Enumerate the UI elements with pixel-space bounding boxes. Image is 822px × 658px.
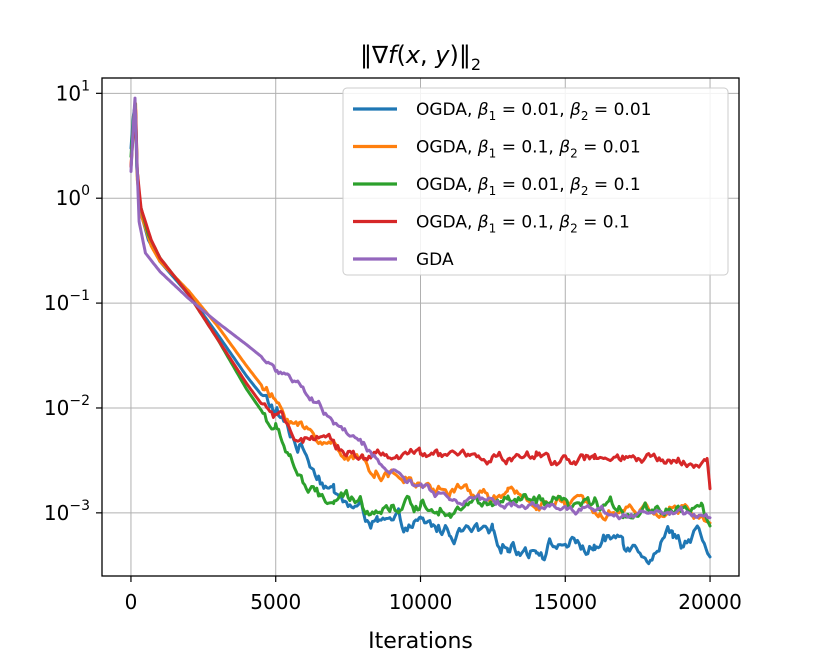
legend-text-part: 2 xyxy=(581,184,589,198)
legend-text-part: = xyxy=(589,175,614,195)
legend-text-part: = xyxy=(496,175,521,195)
legend-text-part: OGDA xyxy=(416,138,467,158)
title-part: ‖∇ xyxy=(360,41,389,69)
legend-text-part: 0.1 xyxy=(521,213,548,233)
legend-text-part: β xyxy=(569,100,581,120)
y-tick-exponent: −1 xyxy=(69,288,90,304)
legend-text-part: 1 xyxy=(489,147,497,161)
title-part: )‖ xyxy=(450,41,471,69)
legend-text-part: , xyxy=(467,138,478,158)
legend-text-part: , xyxy=(548,213,559,233)
legend-entry: GDA xyxy=(416,250,454,270)
title-part: ( xyxy=(396,41,405,69)
legend-text-part: = xyxy=(589,100,614,120)
legend-text-part: 2 xyxy=(570,222,578,236)
legend-text-part: 1 xyxy=(489,109,497,123)
y-tick-label: 10−1 xyxy=(44,288,90,315)
title-part: 2 xyxy=(471,55,481,74)
legend-text-part: 0.1 xyxy=(521,138,548,158)
legend-text-part: 1 xyxy=(489,184,497,198)
legend-text-part: β xyxy=(569,175,581,195)
legend-text-part: OGDA xyxy=(416,213,467,233)
y-tick-exponent: 0 xyxy=(81,183,90,199)
legend-text-part: β xyxy=(477,138,489,158)
x-tick-label: 20000 xyxy=(678,590,742,614)
y-tick-base: 10 xyxy=(56,186,81,210)
x-tick-label: 5000 xyxy=(250,590,301,614)
y-tick-label: 100 xyxy=(56,183,90,210)
y-tick-label: 10−3 xyxy=(44,498,90,525)
legend-entry: OGDA, β1 = 0.1, β2 = 0.1 xyxy=(416,213,630,236)
legend-text-part: 2 xyxy=(581,109,589,123)
y-tick-exponent: 1 xyxy=(81,78,90,94)
legend-text-part: = xyxy=(496,138,521,158)
legend-text-part: = xyxy=(496,100,521,120)
legend-text-part: , xyxy=(559,175,570,195)
legend-text-part: 0.01 xyxy=(521,100,559,120)
title-part: y xyxy=(434,41,450,69)
legend-text-part: 2 xyxy=(570,147,578,161)
legend-text-part: 0.01 xyxy=(614,100,652,120)
legend-entry: OGDA, β1 = 0.01, β2 = 0.1 xyxy=(416,175,641,198)
legend-text-part: = xyxy=(496,213,521,233)
legend-text-part: β xyxy=(477,213,489,233)
legend-text-part: β xyxy=(477,175,489,195)
legend-text-part: , xyxy=(467,213,478,233)
x-tick-label: 0 xyxy=(125,590,138,614)
legend-text-part: OGDA xyxy=(416,100,467,120)
y-tick-label: 101 xyxy=(56,78,90,105)
x-tick-label: 10000 xyxy=(389,590,453,614)
legend-text-part: , xyxy=(467,100,478,120)
legend-text-part: , xyxy=(548,138,559,158)
x-axis-label: Iterations xyxy=(368,629,473,654)
title-part: , xyxy=(420,41,435,69)
chart-title: ‖∇f(x, y)‖2 xyxy=(360,41,481,74)
y-tick-base: 10 xyxy=(44,501,69,525)
series-group xyxy=(129,96,712,566)
legend-text-part: 0.01 xyxy=(603,138,641,158)
legend-entry: OGDA, β1 = 0.01, β2 = 0.01 xyxy=(416,100,651,123)
legend-entry: OGDA, β1 = 0.1, β2 = 0.01 xyxy=(416,138,641,161)
legend-text-part: 1 xyxy=(489,222,497,236)
y-tick-label: 10−2 xyxy=(44,393,90,420)
legend-text-part: , xyxy=(467,175,478,195)
series-line xyxy=(129,102,712,566)
y-tick-exponent: −2 xyxy=(69,393,90,409)
legend-box xyxy=(342,87,729,276)
y-tick-base: 10 xyxy=(44,396,69,420)
legend-text-part: β xyxy=(558,138,570,158)
series-line xyxy=(129,96,712,521)
x-tick-label: 15000 xyxy=(533,590,597,614)
y-tick-base: 10 xyxy=(44,291,69,315)
legend-text-part: OGDA xyxy=(416,175,467,195)
legend-text-part: GDA xyxy=(416,250,454,270)
legend-text-part: , xyxy=(559,100,570,120)
x-axis: 0 5000 10000 15000 20000 xyxy=(125,576,742,614)
y-tick-exponent: −3 xyxy=(69,498,90,514)
title-part: x xyxy=(405,41,421,69)
legend-text-part: = xyxy=(578,138,603,158)
series-line xyxy=(129,108,712,491)
legend-text-part: 0.01 xyxy=(521,175,559,195)
legend-text-part: 0.1 xyxy=(603,213,630,233)
legend-text-part: β xyxy=(558,213,570,233)
legend-text-part: β xyxy=(477,100,489,120)
legend-text-part: 0.1 xyxy=(614,175,641,195)
y-tick-base: 10 xyxy=(56,81,81,105)
legend-text-part: = xyxy=(578,213,603,233)
